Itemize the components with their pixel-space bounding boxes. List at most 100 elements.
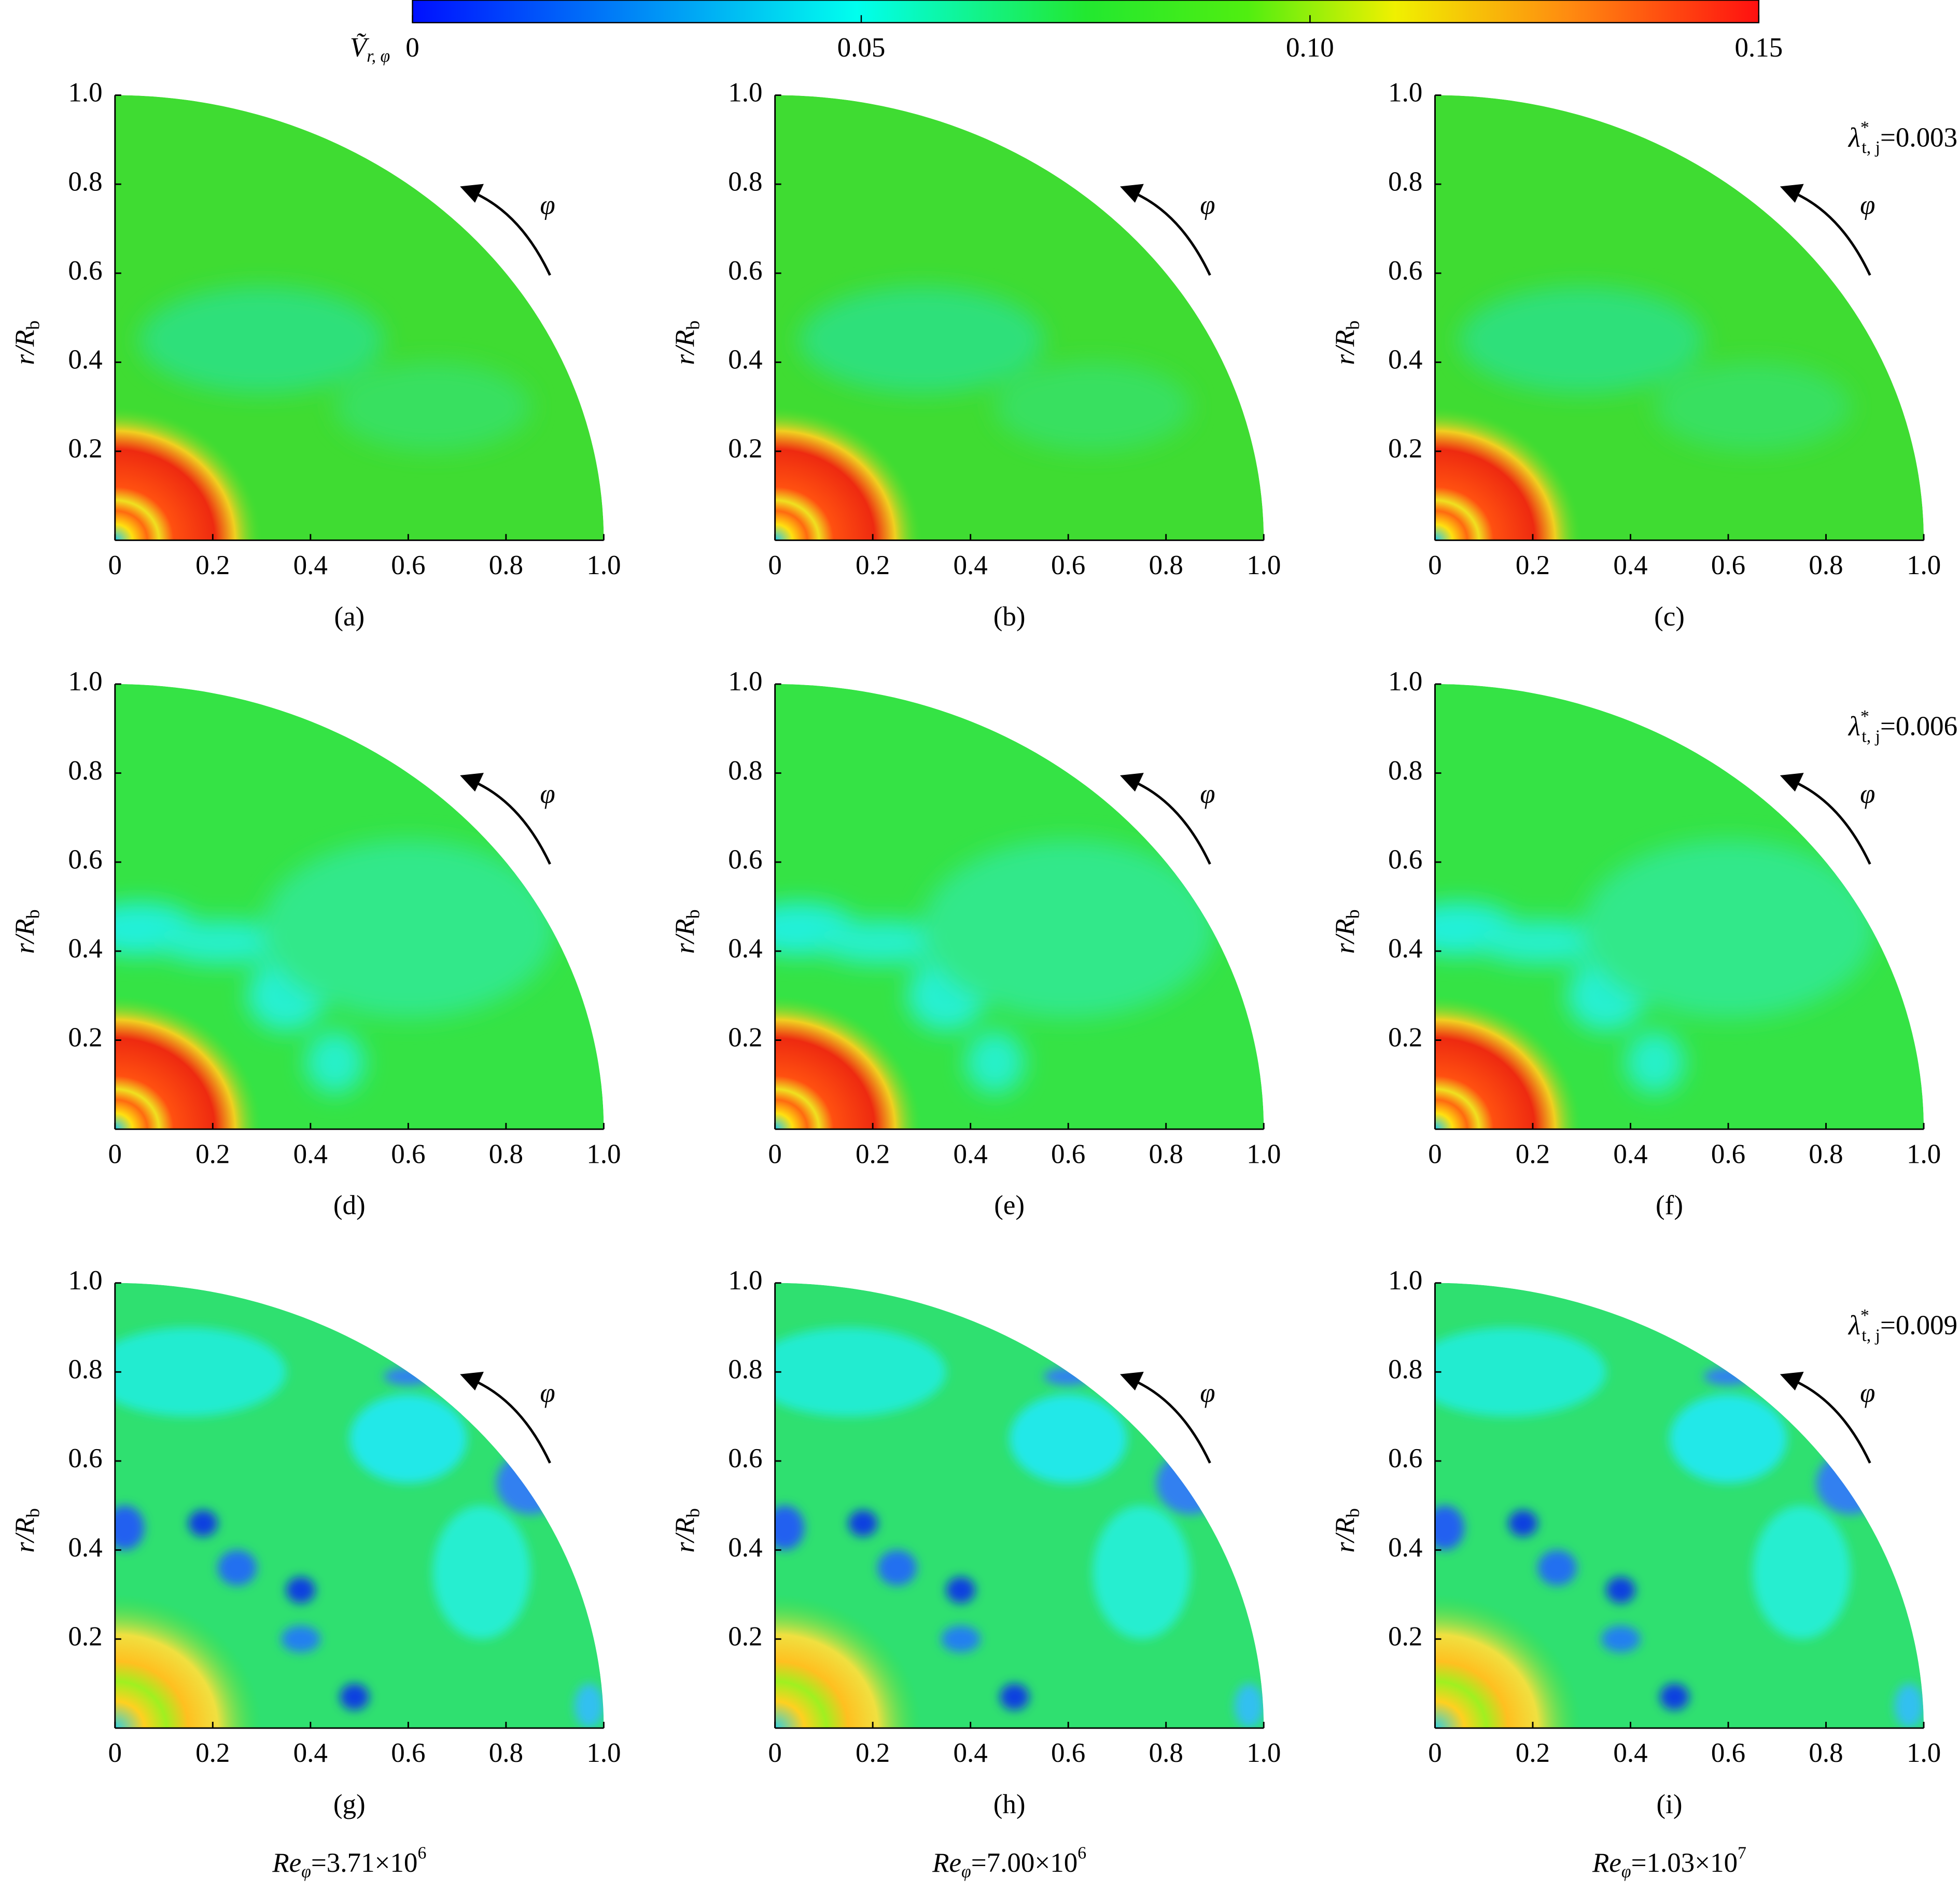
- field-feature: [1508, 1510, 1538, 1537]
- y-tick-label: 0.8: [728, 166, 762, 197]
- y-tick-label: 0.2: [68, 1023, 102, 1053]
- direction-label: φ: [1860, 1378, 1875, 1408]
- y-tick-label: 0.6: [1388, 844, 1422, 874]
- y-axis-label-main: r/R: [10, 919, 40, 954]
- y-tick-label: 0.4: [68, 345, 102, 375]
- colorbar-label-main: Ṽ: [350, 33, 370, 63]
- panel-label: (a): [334, 602, 365, 632]
- panel: 0 0.2 0.4 0.6 0.8 1.0 0.2 0.4 0.6 0.8 1.0 r/Rb (c) φ λ…: [1330, 78, 1957, 632]
- x-tick-label: 0.2: [1516, 550, 1550, 580]
- contour-field: [775, 684, 1264, 1130]
- direction-label: φ: [1860, 779, 1875, 809]
- x-tick-label: 0.6: [391, 550, 425, 580]
- colorbar-tick-label: 0.05: [837, 33, 886, 63]
- x-tick-label: 0.2: [1516, 1139, 1550, 1169]
- y-axis-label-main: r/R: [670, 919, 700, 954]
- x-tick-label: 0: [1428, 550, 1442, 580]
- field-core: [115, 407, 262, 540]
- direction-arrow: [473, 191, 551, 276]
- field-feature: [814, 920, 951, 965]
- y-tick-label: 0.2: [1388, 434, 1422, 464]
- y-tick-label: 0.6: [728, 256, 762, 286]
- y-axis-label-sub: b: [23, 321, 44, 330]
- x-tick-label: 0.6: [1051, 1139, 1085, 1169]
- direction-label: φ: [1860, 190, 1875, 220]
- panel: 0 0.2 0.4 0.6 0.8 1.0 0.2 0.4 0.6 0.8 1.0 r/Rb (b) φ: [670, 78, 1281, 632]
- contour-field: [115, 1283, 604, 1728]
- field-feature: [188, 1510, 218, 1537]
- x-tick-label: 0: [108, 550, 122, 580]
- y-axis-label: r/Rb: [10, 909, 44, 954]
- parameter-value: =0.006: [1880, 712, 1957, 742]
- x-tick-label: 0.4: [954, 1139, 988, 1169]
- field-core: [775, 995, 922, 1130]
- y-tick-label: 0.2: [728, 1621, 762, 1651]
- field-feature: [921, 840, 1215, 1018]
- y-axis-label: r/Rb: [1330, 1508, 1364, 1553]
- direction-arrow: [1133, 191, 1211, 276]
- direction-arrowhead: [1120, 773, 1144, 792]
- field-core: [1435, 995, 1582, 1130]
- field-feature: [1156, 1452, 1225, 1514]
- reynolds-value: =7.00×10: [971, 1848, 1078, 1878]
- panel-label: (b): [993, 602, 1026, 632]
- field-feature: [1669, 1394, 1787, 1483]
- field-feature: [574, 1684, 604, 1728]
- panel-label: (h): [993, 1789, 1026, 1819]
- y-axis-label-sub: b: [23, 909, 44, 919]
- colorbar-tick-label: 0: [405, 33, 419, 63]
- x-tick-label: 0.4: [1613, 550, 1647, 580]
- y-axis-label: r/Rb: [670, 321, 704, 365]
- y-tick-label: 0.2: [1388, 1023, 1422, 1053]
- parameter-value: =0.003: [1880, 122, 1957, 152]
- direction-arrow: [1793, 780, 1871, 865]
- x-tick-label: 0.4: [293, 1139, 328, 1169]
- field-features: [775, 840, 1215, 1094]
- direction-label: φ: [540, 779, 555, 809]
- x-tick-label: 0.8: [489, 1738, 523, 1768]
- parameter-value: =0.009: [1880, 1311, 1957, 1341]
- field-features: [1435, 840, 1875, 1094]
- direction-arrow: [1793, 191, 1871, 276]
- field-feature: [848, 1510, 878, 1537]
- field-core: [115, 1594, 262, 1728]
- y-axis-label-main: r/R: [670, 1518, 700, 1553]
- x-tick-label: 0.6: [1051, 1738, 1085, 1768]
- field-feature: [1660, 1684, 1689, 1710]
- x-tick-label: 0.4: [293, 550, 328, 580]
- x-tick-label: 0: [1428, 1738, 1442, 1768]
- field-feature: [384, 1367, 433, 1386]
- x-tick-label: 1.0: [586, 550, 621, 580]
- field-feature: [349, 1394, 467, 1483]
- contour-field: [1435, 1283, 1924, 1728]
- direction-arrow: [1133, 1379, 1211, 1464]
- y-axis-label-sub: b: [683, 321, 704, 330]
- parameter-label: λ* t, j=0.003: [1847, 118, 1957, 157]
- panel-label: (f): [1656, 1190, 1683, 1220]
- field-features: [139, 286, 530, 452]
- y-tick-label: 1.0: [68, 1265, 102, 1296]
- y-tick-label: 0.4: [68, 1533, 102, 1563]
- contour-field: [1435, 95, 1924, 540]
- y-tick-label: 0.4: [68, 934, 102, 964]
- x-tick-label: 0.2: [856, 1139, 890, 1169]
- x-tick-label: 0.2: [856, 1738, 890, 1768]
- contour-field: [115, 95, 604, 540]
- field-feature: [1234, 1684, 1264, 1728]
- panel-label: (d): [333, 1190, 366, 1220]
- y-axis-label: r/Rb: [10, 321, 44, 365]
- x-tick-label: 0.8: [1149, 1738, 1183, 1768]
- field-feature: [941, 1625, 981, 1653]
- panel: 0 0.2 0.4 0.6 0.8 1.0 0.2 0.4 0.6 0.8 1.0 r/Rb (a) φ: [10, 78, 621, 632]
- panel-label: (e): [994, 1190, 1025, 1220]
- y-tick-label: 0.6: [1388, 1443, 1422, 1473]
- panel: 0 0.2 0.4 0.6 0.8 1.00.20.40.60.81.0r/Rb(h)φR…: [670, 1265, 1281, 1881]
- parameter-sup: *: [1860, 1306, 1869, 1325]
- field-core: [1435, 407, 1582, 540]
- y-tick-label: 0.2: [68, 1621, 102, 1651]
- field-feature: [1435, 1505, 1465, 1550]
- reynolds-sub: φ: [301, 1862, 311, 1881]
- parameter-label: λ* t, j=0.006: [1847, 707, 1957, 746]
- field-feature: [1703, 1367, 1753, 1386]
